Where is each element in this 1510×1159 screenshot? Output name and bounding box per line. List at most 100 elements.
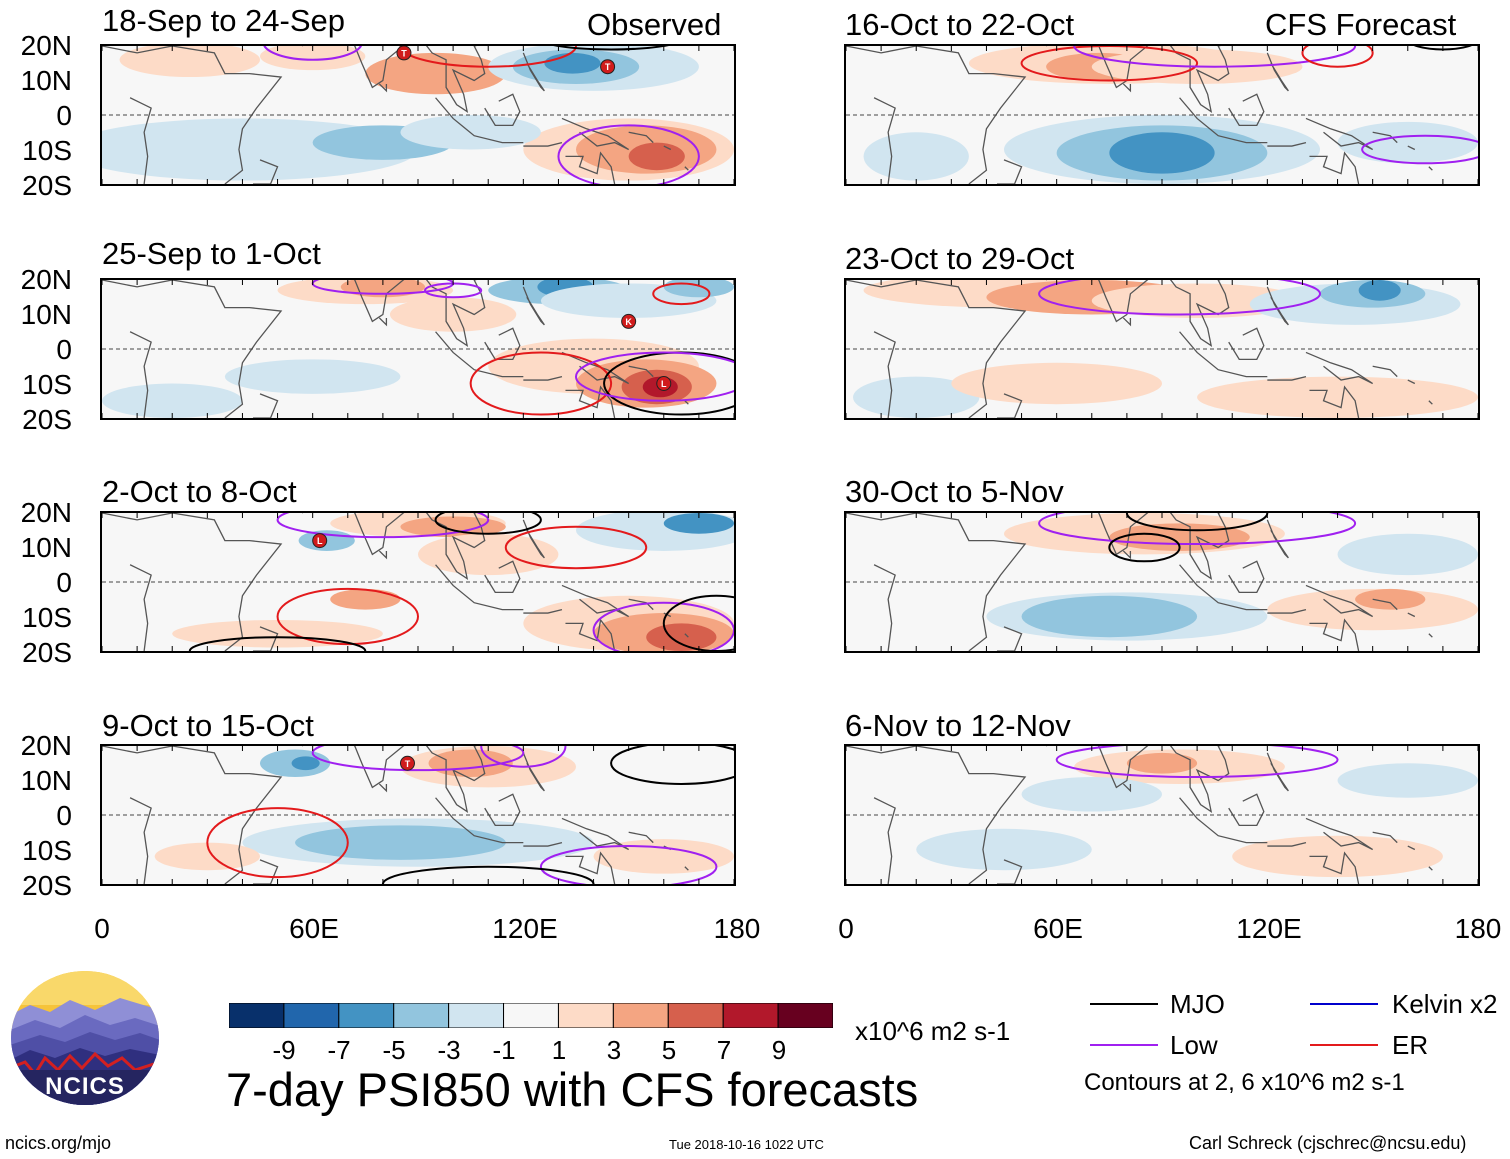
map-panel-observed-4: T bbox=[100, 744, 736, 886]
coastline bbox=[302, 46, 486, 113]
coastline bbox=[1228, 93, 1265, 126]
storm-marker-icon bbox=[621, 313, 637, 329]
coastline bbox=[102, 513, 283, 651]
map-canvas bbox=[846, 46, 1478, 184]
coastline bbox=[129, 97, 152, 184]
lat-tick: 10N bbox=[20, 532, 72, 563]
anomaly-shading bbox=[1091, 283, 1303, 318]
coastline bbox=[846, 280, 1027, 418]
storm-marker-icon bbox=[396, 46, 412, 61]
coastline bbox=[1228, 560, 1265, 593]
wave-contour bbox=[553, 46, 669, 51]
coastline bbox=[1228, 793, 1265, 826]
ncics-logo: NCICS bbox=[10, 970, 160, 1106]
coastline bbox=[1309, 385, 1360, 418]
anomaly-shading bbox=[544, 52, 601, 74]
coastline bbox=[1179, 564, 1268, 611]
coastline bbox=[523, 608, 563, 614]
colorbar-tick: 3 bbox=[606, 1035, 622, 1065]
storm-marker: T bbox=[600, 59, 616, 75]
lon-tick: 60E bbox=[1033, 913, 1083, 944]
anomaly-shading bbox=[951, 362, 1162, 405]
map-canvas bbox=[846, 746, 1478, 884]
coastline bbox=[1122, 317, 1132, 327]
lat-tick: 10S bbox=[22, 369, 72, 400]
coastline bbox=[1122, 550, 1132, 560]
wave-contour bbox=[575, 351, 734, 402]
coastline bbox=[435, 797, 524, 844]
map-canvas bbox=[846, 513, 1478, 651]
colorbar-swatch bbox=[283, 1002, 340, 1029]
anomaly-shading bbox=[1358, 280, 1401, 301]
colorbar-swatch bbox=[667, 1002, 724, 1029]
coastline bbox=[252, 859, 279, 884]
coastline bbox=[1305, 117, 1374, 151]
anomaly-shading bbox=[916, 828, 1092, 871]
wave-contour bbox=[539, 845, 718, 884]
colorbar-swatch bbox=[448, 1002, 505, 1029]
coastline bbox=[1428, 400, 1433, 405]
storm-marker-letter: T bbox=[605, 62, 611, 72]
coastline bbox=[1309, 851, 1360, 884]
coastline bbox=[628, 131, 654, 144]
coastline bbox=[1266, 286, 1289, 326]
anomaly-shading bbox=[853, 376, 980, 418]
map-panel-forecast-3 bbox=[844, 511, 1480, 653]
colorbar-swatches bbox=[228, 1002, 834, 1029]
panel-title: 2-Oct to 8-Oct bbox=[102, 474, 297, 509]
lat-tick: 0 bbox=[56, 567, 72, 598]
panel-title: 18-Sep to 24-Sep bbox=[102, 3, 346, 38]
lat-tick: 10S bbox=[22, 835, 72, 866]
coastline bbox=[435, 331, 524, 378]
anomaly-shading bbox=[224, 359, 401, 394]
colorbar-swatch bbox=[393, 1002, 450, 1029]
colorbar-swatch bbox=[612, 1002, 669, 1029]
anomaly-shading bbox=[1355, 588, 1426, 610]
coastline bbox=[1372, 365, 1398, 378]
anomaly-shading bbox=[389, 297, 517, 332]
coastline bbox=[561, 584, 630, 618]
map-canvas: L bbox=[102, 513, 734, 651]
coastline bbox=[1428, 633, 1433, 638]
storm-marker-icon bbox=[656, 376, 672, 391]
footer-url[interactable]: ncics.org/mjo bbox=[5, 1133, 112, 1153]
anomaly-shading bbox=[291, 756, 320, 771]
legend-line-low bbox=[1090, 1044, 1158, 1046]
map-canvas: T bbox=[102, 746, 734, 884]
coastline bbox=[1046, 280, 1230, 347]
legend-label-kelvin: Kelvin x2 bbox=[1392, 989, 1498, 1019]
lat-tick: 10N bbox=[20, 65, 72, 96]
lat-tick: 10S bbox=[22, 135, 72, 166]
coastline bbox=[1267, 375, 1307, 381]
colorbar-swatch bbox=[503, 1002, 559, 1029]
coastline bbox=[565, 151, 616, 184]
lat-tick: 10S bbox=[22, 602, 72, 633]
storm-marker-letter: L bbox=[317, 536, 323, 546]
coastline bbox=[522, 286, 545, 326]
wave-contour bbox=[1038, 513, 1357, 546]
colorbar-swatch bbox=[722, 1002, 779, 1029]
anomaly-shading bbox=[1337, 763, 1478, 798]
map-canvas: KL bbox=[102, 280, 734, 418]
coastline bbox=[1122, 783, 1132, 793]
coastline bbox=[129, 564, 152, 651]
wave-contour bbox=[276, 587, 419, 646]
logo-text: NCICS bbox=[45, 1073, 125, 1100]
map-panel-forecast-4 bbox=[844, 744, 1480, 886]
lon-tick: 0 bbox=[838, 913, 854, 944]
footer-credit: Carl Schreck (cjschrec@ncsu.edu) bbox=[1189, 1133, 1467, 1153]
colorbar-swatch bbox=[777, 1002, 834, 1029]
legend-line-kelvin bbox=[1310, 1003, 1378, 1005]
coastline bbox=[846, 746, 1027, 884]
storm-marker: T bbox=[399, 755, 415, 771]
coastline bbox=[378, 83, 388, 93]
anomaly-shading bbox=[593, 839, 734, 874]
anomaly-shading bbox=[863, 132, 969, 181]
coastline bbox=[561, 817, 630, 851]
coastline bbox=[1305, 817, 1374, 851]
panel-title: 30-Oct to 5-Nov bbox=[845, 474, 1064, 509]
storm-marker-letter: T bbox=[405, 759, 411, 769]
coastline bbox=[1407, 612, 1416, 618]
coastline bbox=[1372, 598, 1398, 611]
